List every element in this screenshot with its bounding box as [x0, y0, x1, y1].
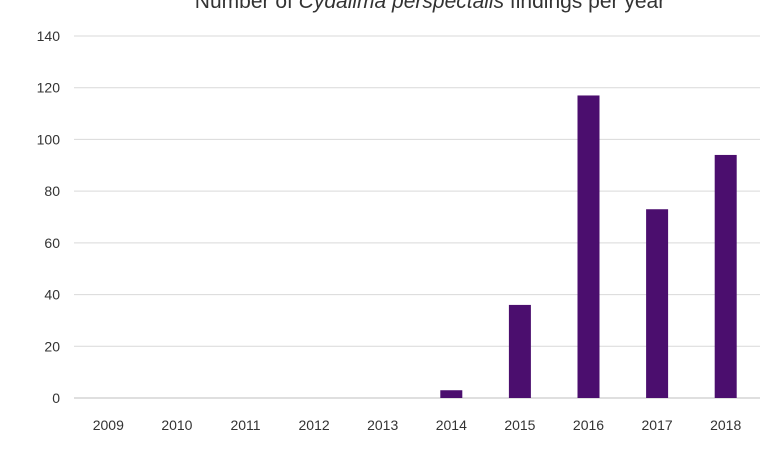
chart-title-suffix: findings per year	[504, 0, 665, 13]
bar-2016	[577, 95, 600, 398]
y-axis-ticks: 0 20 40 60 80 100 120 140	[37, 28, 61, 406]
y-tick-label: 120	[37, 80, 61, 96]
x-tick-label: 2015	[504, 417, 535, 433]
bar-2017	[646, 209, 669, 398]
y-tick-label: 20	[44, 338, 60, 354]
x-tick-label: 2016	[573, 417, 604, 433]
x-tick-label: 2018	[710, 417, 741, 433]
chart-title-species: Cydalima perspectalis	[299, 0, 505, 13]
x-tick-label: 2014	[436, 417, 467, 433]
y-tick-label: 60	[44, 235, 60, 251]
y-tick-label: 140	[37, 28, 61, 44]
x-tick-label: 2013	[367, 417, 398, 433]
bar-2014	[440, 390, 463, 398]
y-tick-label: 100	[37, 131, 61, 147]
x-tick-label: 2011	[230, 417, 260, 433]
y-tick-label: 40	[44, 287, 60, 303]
x-tick-label: 2010	[161, 417, 192, 433]
y-tick-label: 0	[52, 390, 60, 406]
y-tick-label: 80	[44, 183, 60, 199]
chart-title-prefix: Number of	[195, 0, 299, 13]
chart-title: Number of Cydalima perspectalis findings…	[195, 0, 665, 13]
bar-2018	[714, 154, 737, 398]
bar-2015	[508, 304, 531, 398]
x-axis-ticks: 2009 2010 2011 2012 2013 2014 2015 2016 2017 2018	[93, 417, 742, 433]
gridlines	[74, 35, 760, 399]
bars	[440, 95, 737, 398]
x-tick-label: 2012	[299, 417, 330, 433]
x-tick-label: 2017	[642, 417, 673, 433]
x-tick-label: 2009	[93, 417, 124, 433]
